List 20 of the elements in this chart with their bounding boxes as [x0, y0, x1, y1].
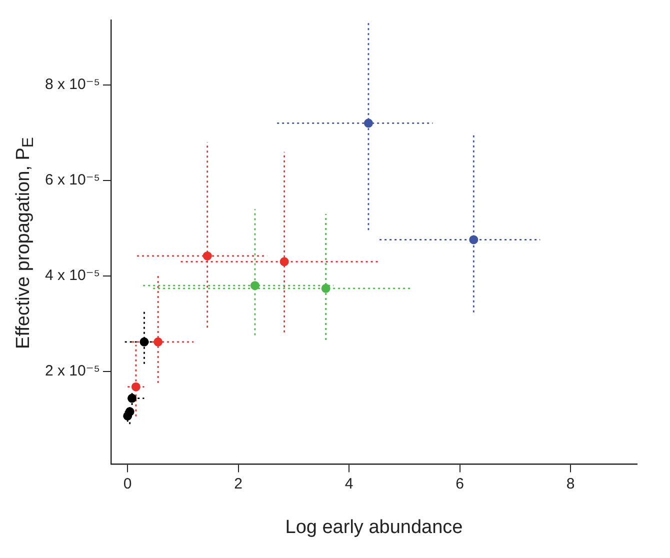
point [364, 118, 373, 128]
x-tick-label: 4 [344, 475, 354, 492]
x-tick-label: 0 [123, 475, 132, 492]
point [128, 394, 137, 403]
x-tick-label: 8 [566, 475, 575, 492]
x-tick-label: 2 [234, 475, 243, 492]
point [140, 337, 149, 346]
y-tick-label: 8 x 10⁻⁵ [45, 76, 100, 94]
point [202, 251, 212, 260]
point [321, 284, 330, 293]
point [280, 257, 289, 266]
point [154, 337, 163, 346]
point [250, 281, 260, 290]
x-axis-title: Log early abundance [285, 516, 463, 538]
y-tick-label: 2 x 10⁻⁵ [45, 362, 100, 380]
y-tick-label: 6 x 10⁻⁵ [45, 172, 100, 189]
y-tick-label: 4 x 10⁻⁵ [45, 267, 100, 284]
point [131, 382, 140, 392]
point [469, 235, 478, 244]
x-tick-label: 6 [456, 475, 464, 492]
